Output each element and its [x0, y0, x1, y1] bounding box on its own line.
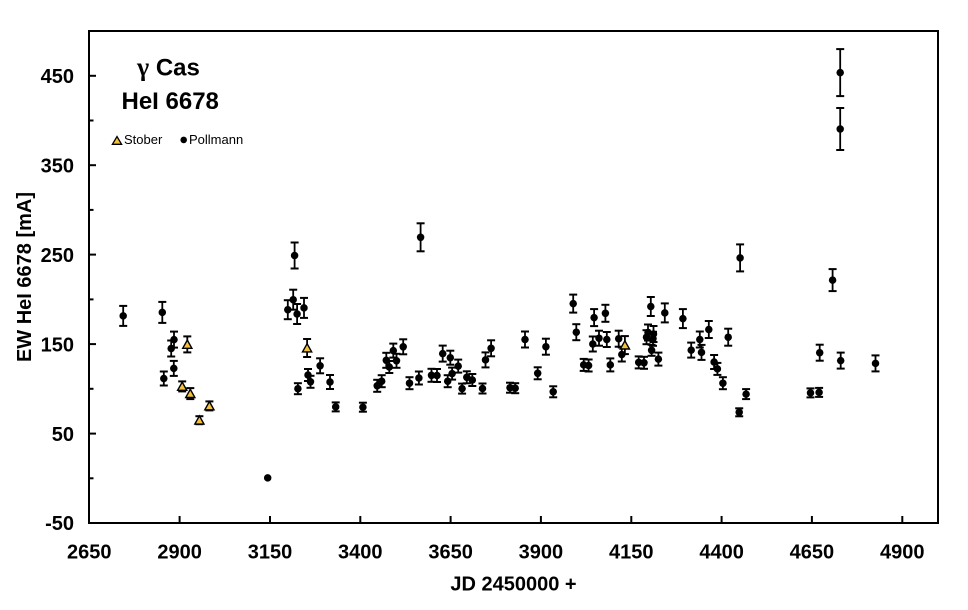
svg-text:Stober: Stober — [124, 132, 163, 147]
svg-text:2900: 2900 — [157, 542, 202, 564]
svg-text:3400: 3400 — [338, 542, 383, 564]
svg-text:350: 350 — [41, 155, 74, 177]
svg-text:-50: -50 — [45, 513, 74, 535]
svg-text:EW HeI 6678 [mA]: EW HeI 6678 [mA] — [14, 192, 36, 362]
svg-text:4400: 4400 — [699, 542, 744, 564]
svg-text:250: 250 — [41, 245, 74, 267]
svg-text:50: 50 — [52, 424, 74, 446]
svg-text:3650: 3650 — [428, 542, 473, 564]
svg-text:4150: 4150 — [609, 542, 654, 564]
svg-text:γ Cas: γ Cas — [136, 53, 200, 82]
svg-text:4900: 4900 — [880, 542, 925, 564]
svg-text:3150: 3150 — [248, 542, 293, 564]
svg-text:2650: 2650 — [67, 542, 112, 564]
svg-text:JD 2450000 +: JD 2450000 + — [450, 574, 576, 596]
svg-text:3900: 3900 — [519, 542, 564, 564]
svg-text:450: 450 — [41, 66, 74, 88]
svg-text:150: 150 — [41, 334, 74, 356]
svg-text:4650: 4650 — [790, 542, 835, 564]
svg-text:HeI 6678: HeI 6678 — [122, 88, 219, 115]
svg-text:Pollmann: Pollmann — [189, 132, 243, 147]
